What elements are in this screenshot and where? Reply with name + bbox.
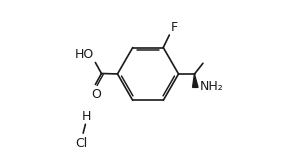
Text: Cl: Cl bbox=[75, 136, 88, 150]
Text: O: O bbox=[91, 88, 101, 101]
Polygon shape bbox=[193, 73, 198, 87]
Text: HO: HO bbox=[75, 48, 94, 61]
Text: NH₂: NH₂ bbox=[200, 80, 223, 93]
Text: H: H bbox=[81, 110, 91, 123]
Text: F: F bbox=[170, 21, 178, 34]
